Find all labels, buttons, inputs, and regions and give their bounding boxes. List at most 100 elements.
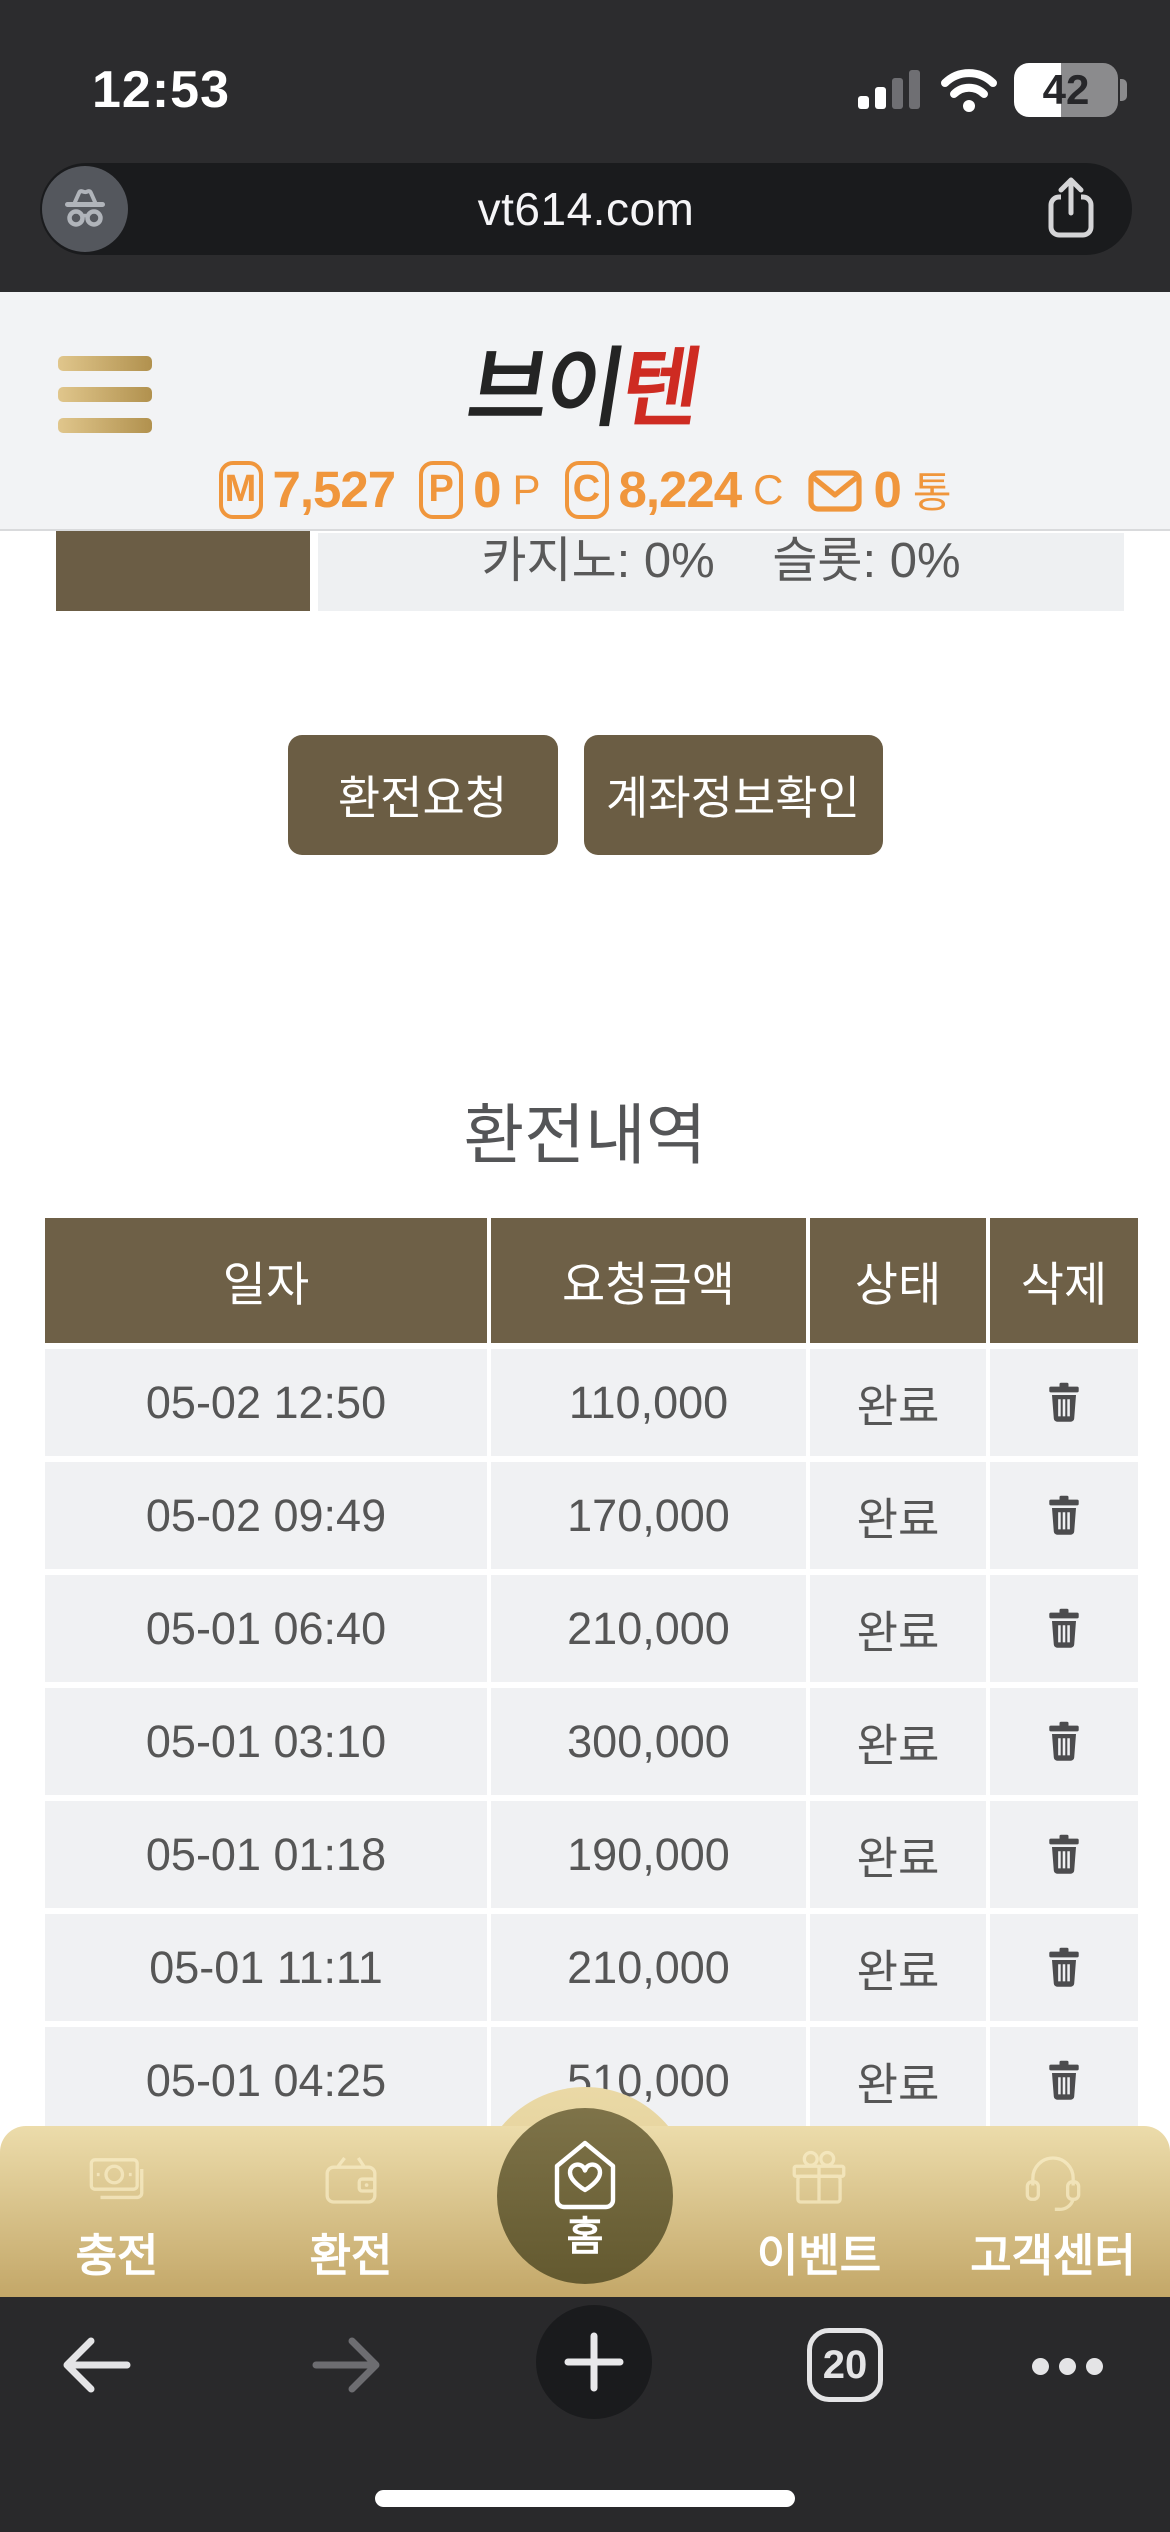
trash-icon <box>1049 2060 1079 2100</box>
incognito-icon <box>65 189 105 227</box>
menu-bar <box>58 356 152 371</box>
trash-icon <box>1049 1608 1079 1648</box>
point-icon: P <box>419 460 464 519</box>
trash-icon <box>1049 1382 1079 1422</box>
forward-button-disabled[interactable] <box>306 2323 390 2407</box>
table-header-row: 일자 요청금액 상태 삭제 <box>45 1218 1138 1343</box>
col-header-amount: 요청금액 <box>491 1218 806 1343</box>
delete-button[interactable] <box>990 1914 1138 2021</box>
trash-icon <box>1049 1721 1079 1761</box>
action-buttons: 환전요청 계좌정보확인 <box>0 735 1170 855</box>
coin-icon: C <box>564 460 609 519</box>
mail-count: 0 <box>873 461 901 518</box>
page-title: 환전내역 <box>463 1098 707 1172</box>
rate-row: 카지노: 0% 슬롯: 0% <box>0 529 1170 611</box>
nav-item-deposit[interactable]: 충전 <box>0 2126 234 2297</box>
point-suffix: P <box>512 465 541 513</box>
dot <box>1086 2358 1103 2375</box>
row-status: 완료 <box>810 2027 986 2134</box>
logo-text-red: 텐 <box>614 341 706 437</box>
status-icons: 42 <box>858 62 1127 117</box>
address-bar[interactable]: vt614.com <box>40 163 1132 255</box>
nav-label-home: 홈 <box>566 2215 604 2259</box>
money-value: 7,527 <box>272 461 397 518</box>
delete-button[interactable] <box>990 1462 1138 1569</box>
wallet-icon <box>325 2156 377 2204</box>
site-logo[interactable]: 브이텐 <box>0 318 1170 443</box>
mail-suffix: 통 <box>912 469 952 516</box>
slot-rate: 슬롯: 0% <box>772 534 961 588</box>
row-date: 05-02 12:50 <box>45 1349 487 1456</box>
nav-label: 충전 <box>75 2230 159 2281</box>
row-status: 완료 <box>810 1914 986 2021</box>
nav-item-support[interactable]: 고객센터 <box>936 2126 1170 2297</box>
dot <box>1059 2358 1076 2375</box>
table-row: 05-01 11:11 210,000 완료 <box>45 1914 1138 2021</box>
share-button[interactable] <box>1046 175 1096 246</box>
nav-item-withdraw[interactable]: 환전 <box>234 2126 468 2297</box>
mail-icon <box>808 469 863 512</box>
menu-button[interactable] <box>58 356 152 449</box>
row-date: 05-01 04:25 <box>45 2027 487 2134</box>
table-row: 05-01 06:40 210,000 완료 <box>45 1575 1138 1682</box>
table-row: 05-01 01:18 190,000 완료 <box>45 1801 1138 1908</box>
table-row: 05-01 03:10 300,000 완료 <box>45 1688 1138 1795</box>
money-icon: M <box>218 460 263 519</box>
delete-button[interactable] <box>990 1575 1138 1682</box>
col-header-delete: 삭제 <box>990 1218 1138 1343</box>
delete-button[interactable] <box>990 1688 1138 1795</box>
new-tab-button[interactable] <box>536 2305 652 2419</box>
row-amount: 300,000 <box>491 1688 806 1795</box>
delete-button[interactable] <box>990 2027 1138 2134</box>
incognito-badge[interactable] <box>42 166 128 252</box>
battery-icon: 42 <box>1014 62 1127 117</box>
row-date: 05-01 03:10 <box>45 1688 487 1795</box>
home-heart-icon <box>554 2140 616 2210</box>
nav-item-event[interactable]: 이벤트 <box>702 2126 936 2297</box>
home-indicator[interactable] <box>375 2490 795 2507</box>
wallet-bar: M 7,527 P 0 P C 8,224 C 0 통 <box>0 459 1170 520</box>
row-status: 완료 <box>810 1801 986 1908</box>
account-info-button[interactable]: 계좌정보확인 <box>583 735 883 855</box>
history-table: 일자 요청금액 상태 삭제 05-02 12:50 110,000 완료 05-… <box>45 1218 1138 2140</box>
dot <box>1032 2358 1049 2375</box>
casino-rate: 카지노: 0% <box>481 534 715 588</box>
menu-bar <box>58 387 152 402</box>
browser-url-zone: vt614.com <box>0 161 1170 292</box>
back-button[interactable] <box>53 2323 137 2407</box>
delete-button[interactable] <box>990 1349 1138 1456</box>
point-balance: P 0 P <box>419 460 541 519</box>
nav-label: 환전 <box>309 2230 393 2281</box>
site-header: 브이텐 M 7,527 P 0 P C 8,224 C 0 통 <box>0 292 1170 530</box>
row-status: 완료 <box>810 1688 986 1795</box>
row-amount: 210,000 <box>491 1914 806 2021</box>
history-table-body: 05-02 12:50 110,000 완료 05-02 09:49 170,0… <box>45 1349 1138 2134</box>
nav-item-home[interactable]: 홈 <box>497 2108 673 2284</box>
trash-icon <box>1049 1495 1079 1535</box>
row-status: 완료 <box>810 1349 986 1456</box>
menu-bar <box>58 418 152 433</box>
banknote-icon <box>89 2158 144 2200</box>
headset-icon <box>1025 2156 1081 2211</box>
rate-text: 카지노: 0% 슬롯: 0% <box>318 533 1124 592</box>
table-row: 05-01 04:25 510,000 완료 <box>45 2027 1138 2134</box>
mail-counter[interactable]: 0 통 <box>807 459 952 520</box>
battery-percent: 42 <box>1042 65 1090 113</box>
delete-button[interactable] <box>990 1801 1138 1908</box>
url-text[interactable]: vt614.com <box>477 183 695 235</box>
tab-switcher-button[interactable]: 20 <box>807 2328 883 2402</box>
row-status: 완료 <box>810 1575 986 1682</box>
col-header-status: 상태 <box>810 1218 986 1343</box>
row-amount: 190,000 <box>491 1801 806 1908</box>
trash-icon <box>1049 1834 1079 1874</box>
row-date: 05-01 01:18 <box>45 1801 487 1908</box>
cellular-signal-icon <box>858 69 920 109</box>
row-amount: 210,000 <box>491 1575 806 1682</box>
more-menu-button[interactable] <box>1032 2299 1142 2434</box>
exchange-request-button[interactable]: 환전요청 <box>287 735 558 855</box>
trash-icon <box>1049 1947 1079 1987</box>
rate-row-panel: 카지노: 0% 슬롯: 0% <box>318 533 1124 611</box>
row-date: 05-01 06:40 <box>45 1575 487 1682</box>
coin-suffix: C <box>753 465 784 513</box>
status-time: 12:53 <box>92 60 230 119</box>
